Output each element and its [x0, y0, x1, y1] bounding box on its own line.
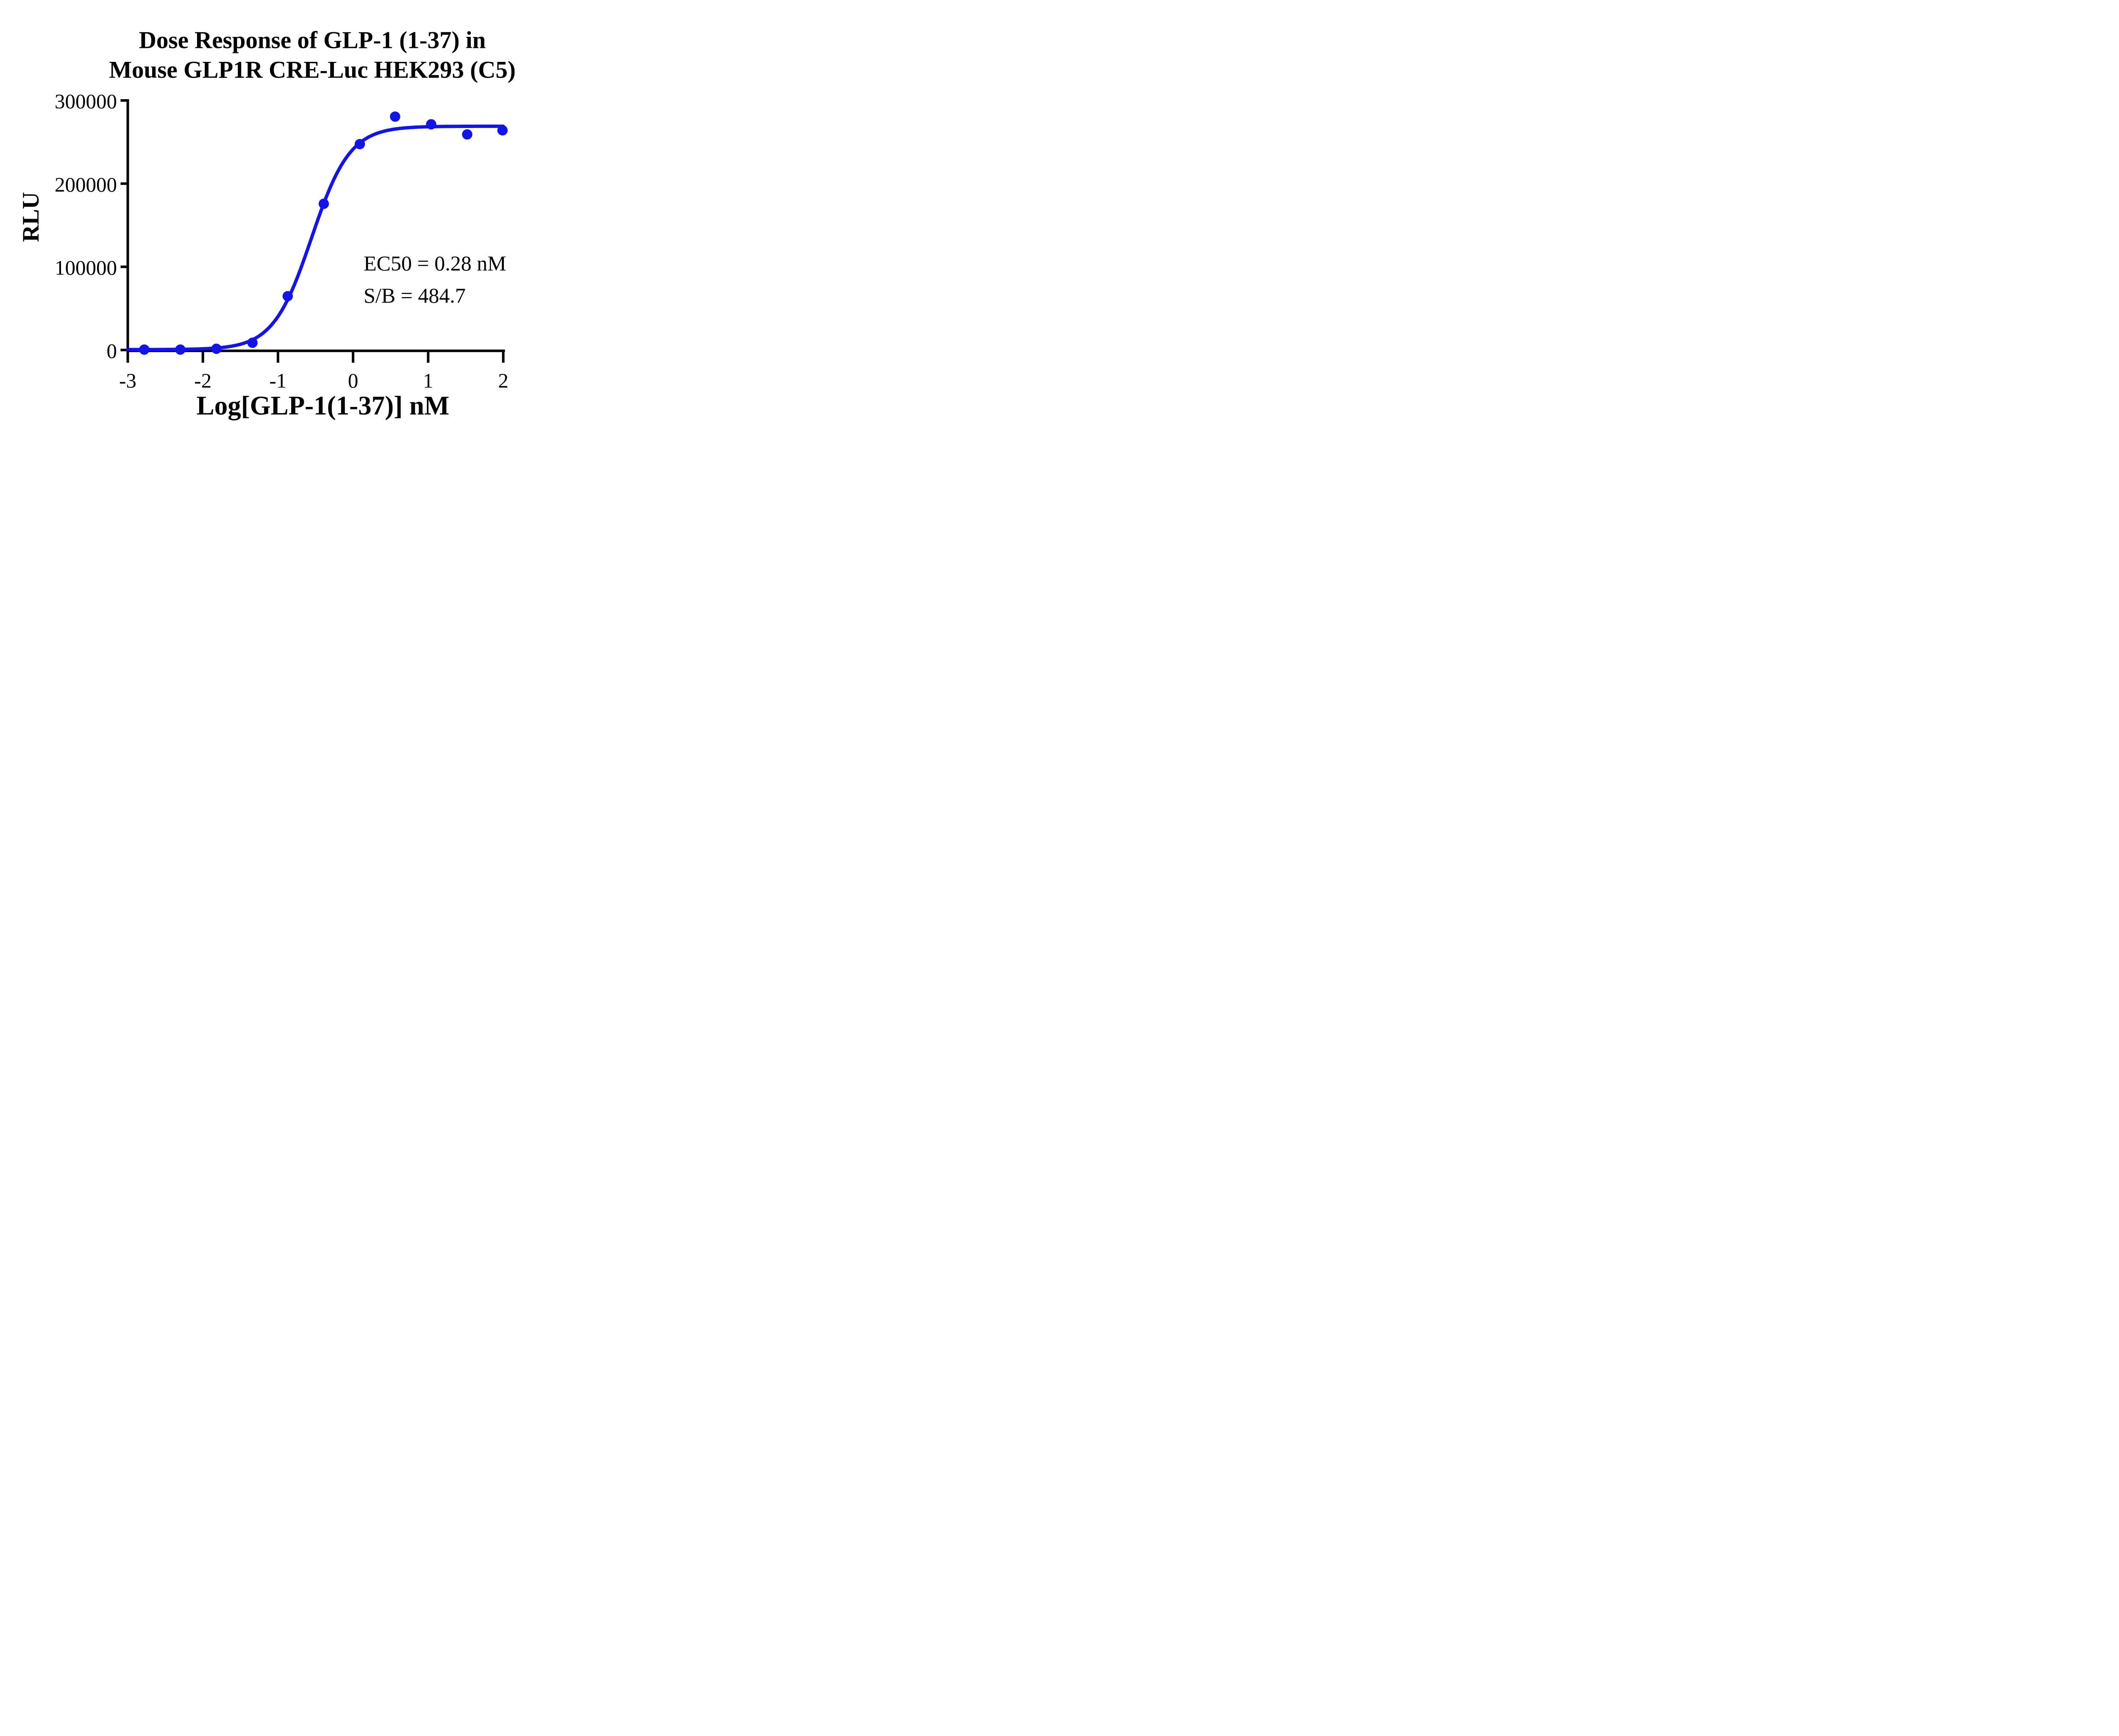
- x-tick-label: -1: [269, 369, 286, 392]
- data-point: [282, 291, 293, 301]
- dose-response-chart: -3 -2 -1 0 1 2 0 100000 200000 300000 Dose Respon…: [18, 27, 516, 421]
- chart-title-line1: Dose Response of GLP-1 (1-37) in: [139, 27, 486, 54]
- data-point: [354, 139, 365, 150]
- chart-title-line2: Mouse GLP1R CRE-Luc HEK293 (C5): [109, 57, 515, 83]
- data-point: [211, 343, 222, 354]
- x-tick-label: 1: [423, 369, 434, 392]
- axes: -3 -2 -1 0 1 2 0 100000 200000 300000: [55, 90, 509, 392]
- x-tick-label: 2: [498, 369, 509, 392]
- data-point: [247, 337, 258, 348]
- data-point: [175, 344, 186, 355]
- annotation-sb: S/B = 484.7: [364, 284, 466, 307]
- y-tick-label: 200000: [55, 173, 117, 196]
- series-glp1: [126, 111, 508, 355]
- data-point: [318, 198, 329, 209]
- annotation-ec50: EC50 = 0.28 nM: [364, 251, 506, 275]
- y-tick-label: 300000: [55, 90, 117, 113]
- x-axis-title: Log[GLP-1(1-37)] nM: [197, 391, 450, 420]
- x-tick-label: -3: [119, 369, 136, 392]
- data-point: [390, 111, 400, 122]
- data-point: [426, 119, 437, 130]
- y-axis-title: RLU: [18, 192, 44, 242]
- data-point: [497, 125, 508, 136]
- data-point: [462, 129, 473, 140]
- data-point: [139, 344, 150, 355]
- fit-curve-path: [126, 124, 505, 351]
- y-tick-label: 0: [107, 339, 117, 362]
- x-tick-label: 0: [348, 369, 359, 392]
- figure-page: -3 -2 -1 0 1 2 0 100000 200000 300000 Dose Respon…: [0, 0, 563, 434]
- x-tick-label: -2: [194, 369, 211, 392]
- y-tick-label: 100000: [55, 256, 117, 279]
